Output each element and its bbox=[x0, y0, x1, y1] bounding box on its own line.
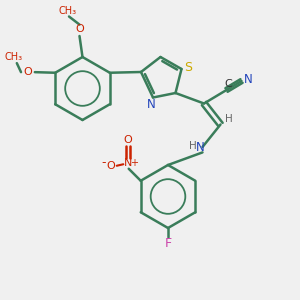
Text: N: N bbox=[147, 98, 156, 111]
Text: O: O bbox=[23, 67, 32, 77]
Text: F: F bbox=[164, 237, 172, 250]
Text: O: O bbox=[75, 24, 84, 34]
Text: CH₃: CH₃ bbox=[4, 52, 22, 61]
Text: H: H bbox=[225, 114, 233, 124]
Text: -: - bbox=[102, 156, 106, 169]
Text: CH₃: CH₃ bbox=[58, 5, 76, 16]
Text: N: N bbox=[196, 141, 205, 154]
Text: O: O bbox=[106, 161, 115, 171]
Text: S: S bbox=[184, 61, 192, 74]
Text: O: O bbox=[123, 135, 132, 145]
Text: N: N bbox=[244, 73, 253, 86]
Text: N: N bbox=[124, 158, 132, 168]
Text: C: C bbox=[224, 79, 232, 89]
Text: H: H bbox=[189, 140, 197, 151]
Text: +: + bbox=[130, 158, 138, 168]
